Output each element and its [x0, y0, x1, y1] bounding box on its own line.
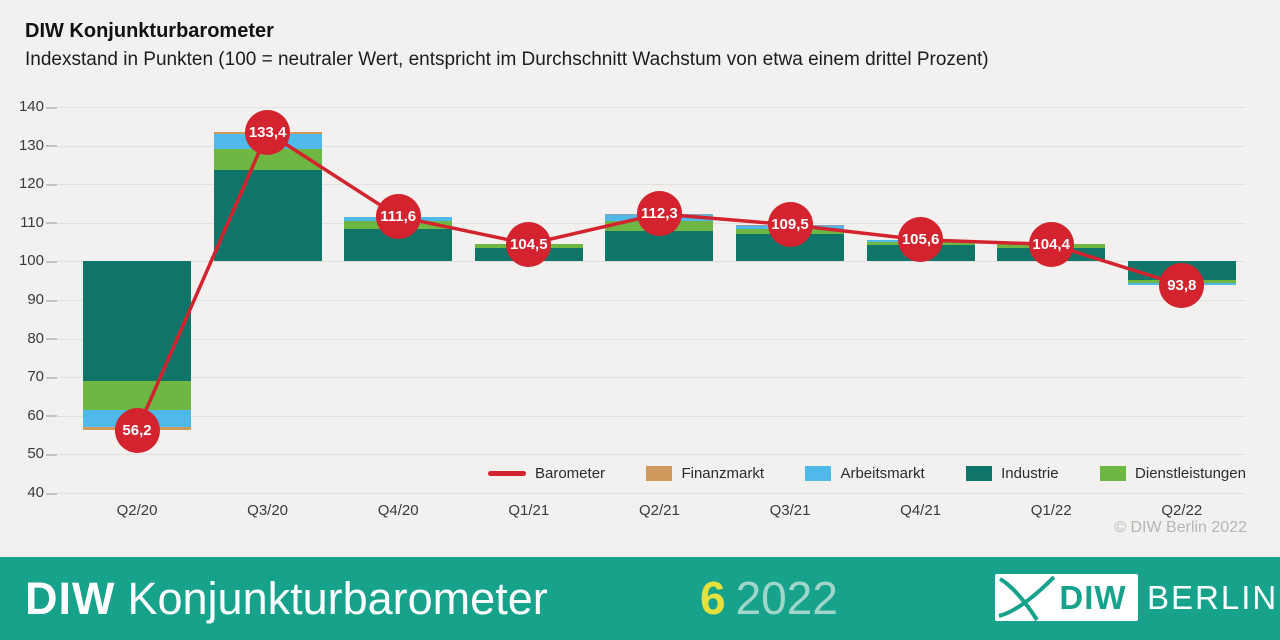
bar-segment-industrie — [83, 261, 191, 382]
legend-item-finanzmarkt: Finanzmarkt — [646, 465, 764, 482]
y-axis-label: 100 — [18, 252, 44, 270]
y-axis-label: 80 — [27, 329, 44, 347]
footer-brand-title: Konjunkturbarometer — [127, 573, 548, 624]
legend-swatch-industrie — [966, 466, 993, 481]
barometer-value-badge: 56,2 — [114, 407, 160, 453]
gridline-50 — [55, 454, 1245, 456]
legend-label-arbeitsmarkt: Arbeitsmarkt — [840, 465, 925, 482]
x-axis-label: Q2/22 — [1161, 502, 1203, 519]
legend-label-dienstleistungen: Dienstleistungen — [1135, 465, 1246, 482]
issue-year: 2022 — [735, 572, 838, 624]
y-axis-tick — [46, 338, 57, 341]
y-axis-tick — [46, 222, 57, 225]
y-axis-label: 40 — [27, 484, 44, 501]
diw-berlin-logo: DIW BERLIN — [995, 574, 1278, 621]
x-axis-label: Q1/21 — [508, 502, 550, 519]
y-axis-tick — [46, 106, 57, 109]
barometer-value-badge: 112,3 — [636, 191, 682, 237]
gridline-140 — [55, 107, 1245, 108]
barometer-value-badge: 111,6 — [375, 194, 421, 240]
legend-swatch-arbeitsmarkt — [805, 466, 832, 481]
diw-logo-box: DIW — [995, 574, 1138, 621]
barometer-value-badge: 104,5 — [506, 221, 552, 267]
y-axis-label: 50 — [27, 445, 44, 463]
y-axis-label: 140 — [18, 98, 44, 115]
page-title: DIW Konjunkturbarometer — [25, 20, 274, 42]
gridline-100 — [55, 261, 1245, 263]
y-axis-tick — [46, 299, 57, 302]
barometer-value-badge: 105,6 — [898, 217, 944, 263]
y-axis-tick — [46, 376, 57, 379]
y-axis-label: 130 — [18, 136, 44, 154]
x-axis-label: Q4/20 — [377, 502, 419, 519]
legend-label-finanzmarkt: Finanzmarkt — [681, 465, 764, 482]
y-axis-tick — [46, 145, 57, 148]
page-subtitle: Indexstand in Punkten (100 = neutraler W… — [25, 49, 989, 70]
legend-swatch-barometer — [488, 471, 526, 476]
y-axis-label: 90 — [27, 291, 44, 308]
y-axis-label: 110 — [20, 213, 44, 231]
barometer-value-badge: 133,4 — [245, 109, 291, 155]
legend-label-industrie: Industrie — [1001, 465, 1059, 482]
issue-number: 6 — [700, 572, 726, 624]
y-axis-label: 120 — [18, 175, 44, 193]
diw-swoosh-icon — [998, 575, 1055, 621]
chart-legend: Barometer Finanzmarkt Arbeitsmarkt Industri… — [488, 465, 1246, 482]
footer-brand-diw: DIW — [25, 573, 116, 624]
y-axis-tick — [46, 183, 57, 186]
y-axis-label: 60 — [27, 406, 44, 424]
legend-item-dienstleistungen: Dienstleistungen — [1100, 465, 1246, 482]
bar-segment-industrie — [213, 169, 322, 262]
footer-brand: DIW Konjunkturbarometer — [25, 557, 548, 640]
chart-header: DIW Konjunkturbarometer Indexstand in Pu… — [25, 20, 1255, 71]
bar-segment-dienstleistungen — [83, 381, 191, 410]
gridline-90 — [55, 300, 1245, 301]
logo-berlin-text: BERLIN — [1147, 578, 1279, 616]
x-axis-label: Q3/21 — [769, 502, 811, 519]
x-axis-label: Q2/20 — [116, 502, 158, 519]
y-axis-tick — [46, 492, 57, 495]
legend-swatch-dienstleistungen — [1100, 466, 1127, 481]
y-axis-tick — [46, 260, 57, 263]
legend-item-barometer: Barometer — [488, 465, 605, 482]
gridline-80 — [55, 338, 1245, 340]
footer-issue: 6 2022 — [700, 557, 838, 640]
logo-diw-text: DIW — [1059, 578, 1127, 616]
barometer-value-badge: 93,8 — [1159, 262, 1205, 308]
legend-item-arbeitsmarkt: Arbeitsmarkt — [805, 465, 925, 482]
y-axis-label: 70 — [27, 368, 44, 386]
y-axis-tick — [46, 415, 57, 418]
gridline-40 — [55, 493, 1245, 494]
y-axis-tick — [46, 453, 57, 456]
x-axis-label: Q1/22 — [1030, 502, 1072, 519]
barometer-value-badge: 109,5 — [767, 202, 813, 248]
x-axis-label: Q3/20 — [247, 502, 289, 519]
copyright-note: © DIW Berlin 2022 — [1114, 519, 1247, 536]
gridline-60 — [55, 415, 1245, 417]
x-axis-label: Q4/21 — [900, 502, 942, 519]
legend-swatch-finanzmarkt — [646, 466, 673, 481]
legend-item-industrie: Industrie — [966, 465, 1059, 482]
legend-label-barometer: Barometer — [535, 465, 606, 482]
barometer-value-badge: 104,4 — [1028, 221, 1074, 267]
x-axis-label: Q2/21 — [638, 502, 680, 519]
gridline-70 — [55, 377, 1245, 379]
